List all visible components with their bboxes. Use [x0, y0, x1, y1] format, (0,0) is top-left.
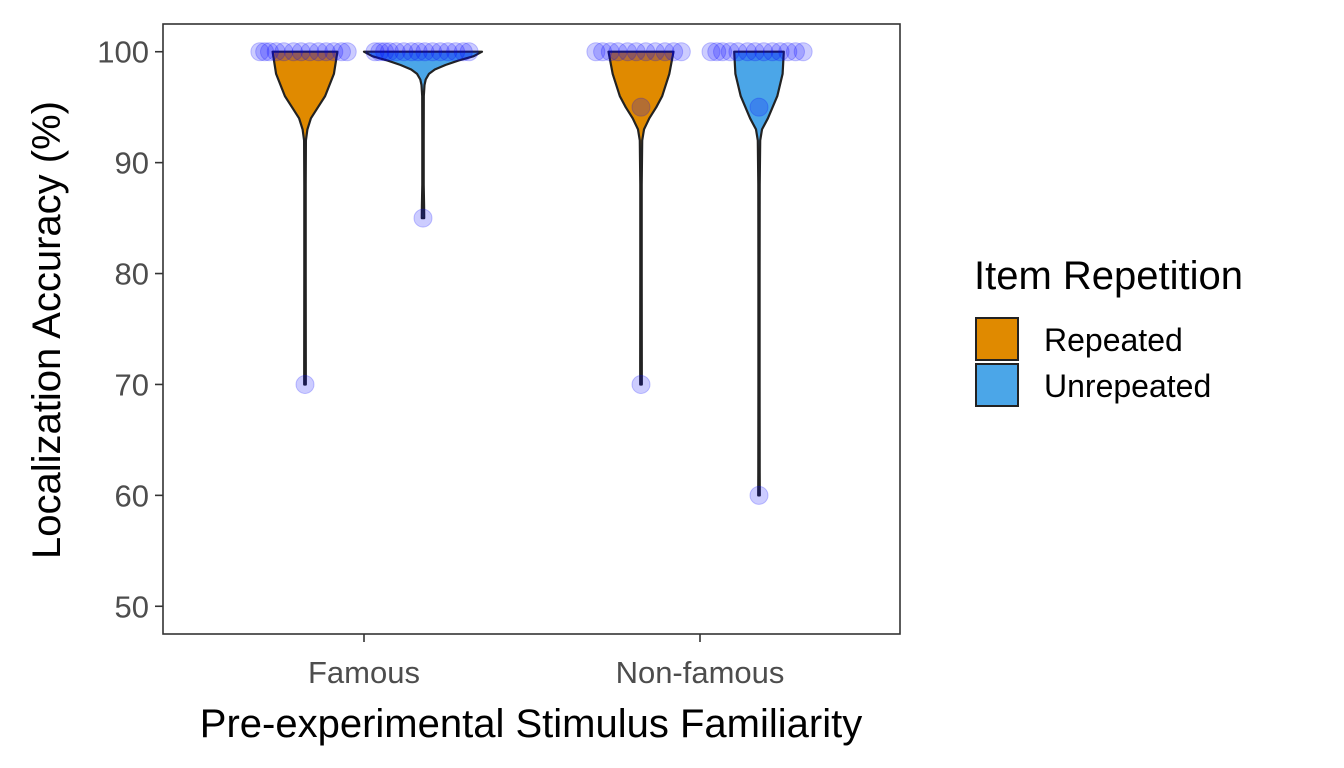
data-point [785, 42, 805, 62]
violin-unrepeated-famous [362, 50, 484, 220]
data-point [259, 42, 279, 62]
data-point [379, 42, 399, 62]
data-point [631, 374, 651, 394]
legend-swatch-repeated [975, 317, 1019, 361]
data-point [626, 42, 646, 62]
data-point [737, 42, 757, 62]
data-point [408, 42, 428, 62]
y-tick-label: 90 [115, 146, 149, 181]
data-point [762, 42, 782, 62]
data-point [655, 42, 675, 62]
data-point [438, 42, 458, 62]
data-point [778, 42, 798, 62]
data-point [749, 485, 769, 505]
legend: Item Repetition Repeated Unrepeated [974, 254, 1243, 407]
data-point [255, 42, 275, 62]
legend-swatch-unrepeated [975, 363, 1019, 407]
data-point [770, 42, 790, 62]
data-point [728, 42, 748, 62]
points-layer [250, 42, 813, 505]
data-point [331, 42, 351, 62]
data-point [645, 42, 665, 62]
data-point [324, 42, 344, 62]
data-point [745, 42, 765, 62]
y-tick-label: 100 [97, 35, 149, 70]
data-point [608, 42, 628, 62]
y-axis: 50 60 70 80 90 100 [97, 35, 163, 624]
data-point [386, 42, 406, 62]
panel-border [162, 23, 901, 635]
data-point [586, 42, 606, 62]
legend-label-unrepeated: Unrepeated [1044, 368, 1211, 404]
data-point [446, 42, 466, 62]
data-point [370, 42, 390, 62]
data-point [671, 42, 691, 62]
x-axis: Famous Non-famous [308, 634, 784, 690]
x-axis-title: Pre-experimental Stimulus Familiarity [200, 702, 862, 746]
data-point [394, 42, 414, 62]
data-point [274, 42, 294, 62]
data-point [701, 42, 721, 62]
data-point [453, 42, 473, 62]
data-point [631, 97, 651, 117]
violin-repeated-famous [271, 50, 339, 386]
data-point [283, 42, 303, 62]
y-tick-label: 60 [115, 478, 149, 513]
legend-items: Repeated Unrepeated [975, 317, 1211, 407]
data-point [636, 42, 656, 62]
y-tick-label: 70 [115, 367, 149, 402]
data-point [664, 42, 684, 62]
data-point [713, 42, 733, 62]
data-point [430, 42, 450, 62]
data-point [316, 42, 336, 62]
legend-title: Item Repetition [974, 254, 1243, 298]
data-point [423, 42, 443, 62]
x-tick-label: Famous [308, 655, 420, 690]
violins-layer [271, 50, 785, 497]
legend-label-repeated: Repeated [1044, 322, 1183, 358]
data-point [337, 42, 357, 62]
y-tick-label: 80 [115, 257, 149, 292]
y-axis-title: Localization Accuracy (%) [25, 101, 69, 559]
violin-unrepeated-non-famous [733, 50, 785, 497]
data-point [308, 42, 328, 62]
data-point [754, 42, 774, 62]
data-point [375, 42, 395, 62]
y-tick-label: 50 [115, 589, 149, 624]
data-point [413, 208, 433, 228]
x-tick-label: Non-famous [616, 655, 785, 690]
data-point [415, 42, 435, 62]
data-point [295, 374, 315, 394]
data-point [250, 42, 270, 62]
data-point [600, 42, 620, 62]
data-point [707, 42, 727, 62]
data-point [793, 42, 813, 62]
data-point [401, 42, 421, 62]
data-point [749, 97, 769, 117]
data-point [459, 42, 479, 62]
data-point [300, 42, 320, 62]
data-point [593, 42, 613, 62]
data-point [291, 42, 311, 62]
violin-repeated-non-famous [607, 50, 675, 386]
data-point [720, 42, 740, 62]
data-point [266, 42, 286, 62]
data-point [365, 42, 385, 62]
data-point [618, 42, 638, 62]
